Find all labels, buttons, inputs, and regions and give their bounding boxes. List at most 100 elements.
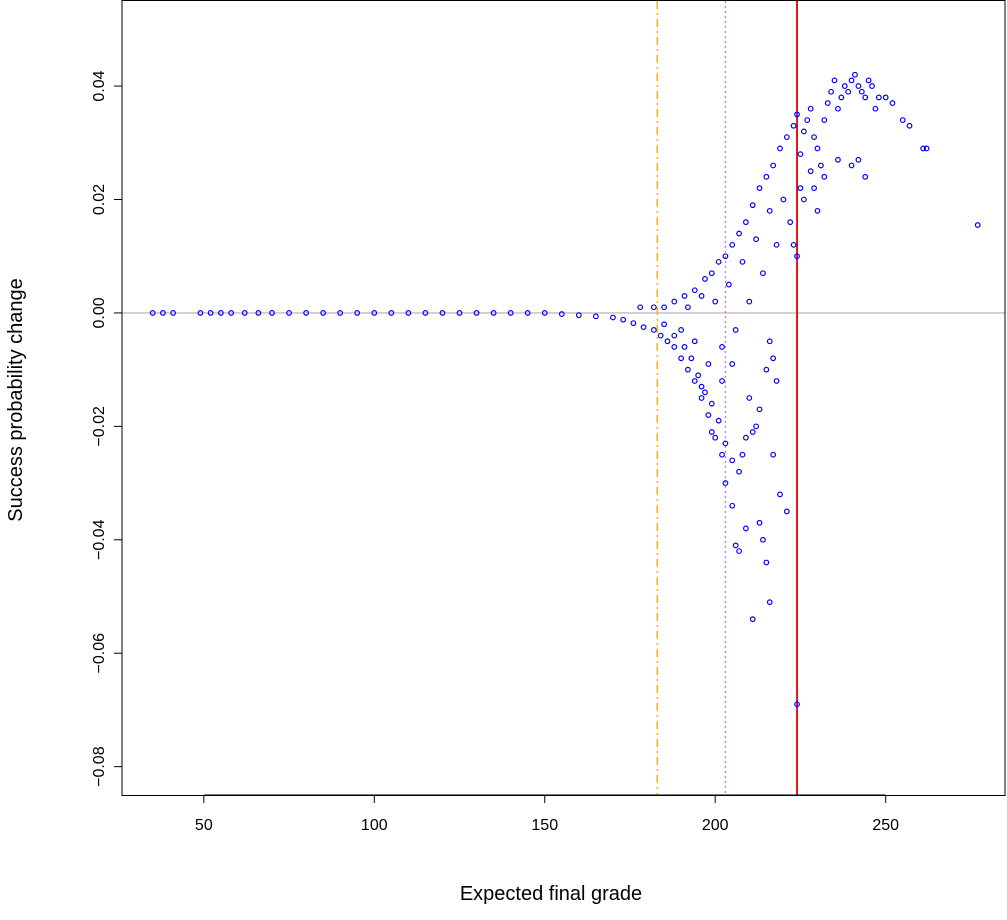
data-point <box>869 83 875 89</box>
data-point <box>862 173 869 180</box>
data-point <box>865 77 872 84</box>
data-point <box>456 310 463 316</box>
x-axis: 50 100 150 200 250 <box>195 794 899 834</box>
data-point <box>841 83 848 89</box>
data-point <box>719 451 725 458</box>
data-point <box>732 542 739 549</box>
x-tick-label: 100 <box>361 817 388 834</box>
data-point <box>777 145 783 152</box>
data-point <box>705 412 712 418</box>
data-point <box>862 94 869 101</box>
data-point <box>228 310 234 316</box>
data-point <box>763 559 770 566</box>
data-point <box>620 316 627 323</box>
data-point <box>882 94 889 101</box>
data-point <box>787 219 794 226</box>
data-point <box>811 185 817 192</box>
data-point <box>702 276 708 282</box>
x-tick-label: 150 <box>531 817 558 834</box>
data-point <box>742 434 749 441</box>
data-point <box>698 293 705 299</box>
data-point <box>661 304 667 311</box>
data-point <box>797 151 804 158</box>
data-point <box>170 310 177 316</box>
data-point <box>783 508 790 515</box>
data-point <box>303 310 310 316</box>
data-point <box>729 457 736 464</box>
data-point <box>286 310 292 316</box>
data-point <box>753 236 760 243</box>
data-point <box>732 327 739 333</box>
data-point <box>490 310 497 316</box>
data-point <box>255 310 262 316</box>
data-point <box>712 434 719 441</box>
data-point <box>814 207 821 214</box>
data-point <box>835 156 841 163</box>
data-point <box>773 241 780 248</box>
data-point <box>671 344 678 350</box>
data-point <box>664 338 671 345</box>
data-point <box>592 313 599 320</box>
data-point <box>708 270 715 277</box>
data-point <box>729 361 736 367</box>
data-point <box>241 310 248 316</box>
data-point <box>320 310 327 316</box>
data-point <box>875 94 882 101</box>
x-tick-label: 50 <box>195 817 213 834</box>
data-point <box>855 83 862 89</box>
data-point <box>763 366 770 373</box>
data-point <box>217 310 224 316</box>
data-point <box>739 258 746 265</box>
data-point <box>746 395 753 401</box>
y-tick-label: 0.00 <box>91 297 108 328</box>
data-point <box>725 281 732 288</box>
data-point <box>685 366 691 373</box>
data-point <box>821 117 828 123</box>
x-axis-title: Expected final grade <box>460 883 642 905</box>
data-point <box>715 258 722 265</box>
data-point <box>722 480 729 486</box>
data-point <box>766 338 773 345</box>
data-point <box>811 134 817 141</box>
data-point <box>906 122 913 129</box>
data-point <box>705 361 712 367</box>
data-point <box>807 105 814 112</box>
data-point <box>371 310 378 316</box>
data-point <box>736 548 742 555</box>
data-point <box>749 616 756 623</box>
data-point <box>681 293 688 299</box>
data-point <box>671 332 678 339</box>
data-point <box>974 222 981 228</box>
data-point <box>800 128 807 135</box>
data-point <box>831 77 838 84</box>
data-point <box>797 185 804 192</box>
data-point <box>541 310 548 316</box>
data-point <box>790 122 797 129</box>
data-point <box>794 701 800 708</box>
data-point <box>661 321 667 328</box>
data-point <box>685 304 691 311</box>
y-tick-label: −0.02 <box>91 406 108 447</box>
data-point <box>439 310 446 316</box>
data-point <box>640 324 647 331</box>
data-point <box>269 310 275 316</box>
data-point <box>835 105 841 112</box>
data-point <box>695 372 702 379</box>
data-point <box>756 406 763 413</box>
data-point <box>920 145 927 152</box>
data-point <box>770 355 777 362</box>
data-point <box>558 311 565 317</box>
data-point <box>681 344 688 350</box>
data-point <box>899 117 906 123</box>
data-point <box>678 327 685 333</box>
y-tick-label: −0.04 <box>91 519 108 560</box>
data-point <box>848 77 855 84</box>
data-point <box>657 332 664 339</box>
data-point <box>708 400 715 407</box>
data-point <box>722 253 729 260</box>
data-point <box>719 344 725 350</box>
data-point <box>807 168 814 175</box>
data-point <box>872 105 879 112</box>
data-point <box>756 519 763 526</box>
data-points <box>149 71 981 708</box>
